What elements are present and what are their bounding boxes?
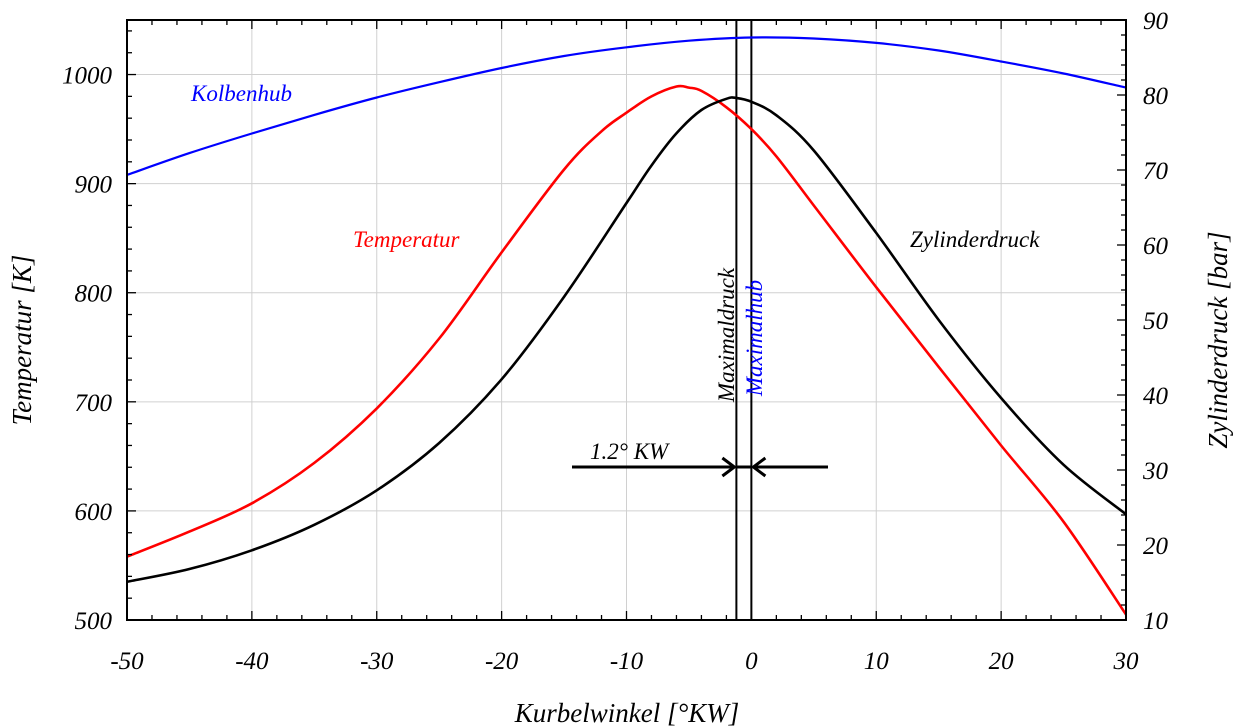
x-tick-label: -20 [485, 648, 519, 675]
x-axis-title: Kurbelwinkel [°KW] [514, 698, 740, 727]
y-right-tick-label: 90 [1143, 8, 1169, 35]
x-tick-label: 20 [989, 648, 1015, 675]
y-right-tick-label: 70 [1143, 158, 1169, 185]
y-axis-left-title: Temperatur [K] [7, 255, 37, 426]
x-tick-label: -30 [360, 648, 394, 675]
y-right-tick-label: 40 [1143, 383, 1169, 410]
y-left-tick-label: 800 [75, 281, 113, 308]
tick-marks [126, 19, 1127, 621]
y-right-tick-label: 80 [1143, 83, 1169, 110]
y-right-tick-label: 50 [1143, 308, 1169, 335]
y-left-tick-label: 600 [75, 499, 113, 526]
x-tick-label: -40 [235, 648, 269, 675]
temperatur-series-line [126, 84, 1128, 616]
curve-labels: Kolbenhub Temperatur Zylinderdruck Maximald… [190, 81, 1040, 464]
y-right-tick-label: 20 [1143, 533, 1169, 560]
data-series [126, 36, 1128, 616]
x-tick-label: 30 [1113, 648, 1140, 675]
maximalhub-label: Maximalhub [742, 280, 767, 397]
y-left-tick-label: 900 [75, 172, 113, 199]
y-left-tick-label: 700 [75, 390, 113, 417]
y-axis-right-title: Zylinderdruck [bar] [1203, 231, 1233, 448]
x-tick-label: 10 [864, 648, 890, 675]
kolbenhub-label: Kolbenhub [190, 81, 292, 106]
tick-labels: -50 -40 -30 -20 -10 0 10 20 30 500 600 700 800 900 100… [62, 8, 1169, 675]
zylinderdruck-label: Zylinderdruck [910, 227, 1040, 252]
maximaldruck-label: Maximaldruck [714, 267, 739, 403]
y-left-tick-label: 1000 [62, 63, 113, 90]
y-right-tick-label: 30 [1142, 458, 1169, 485]
dimension-arrow-left-head [721, 456, 737, 478]
dimension-arrow-right-head [750, 456, 767, 478]
x-tick-label: -10 [610, 648, 644, 675]
dimension-annotation: 1.2° KW [590, 439, 670, 464]
x-tick-label: 0 [745, 648, 758, 675]
x-tick-label: -50 [110, 648, 144, 675]
y-right-tick-label: 60 [1143, 233, 1169, 260]
y-right-tick-label: 10 [1143, 608, 1169, 635]
kolbenhub-series-line [126, 36, 1127, 176]
y-left-tick-label: 500 [75, 608, 113, 635]
temperatur-label: Temperatur [353, 227, 461, 252]
reference-lines [572, 20, 828, 620]
zylinderdruck-series-line [126, 96, 1127, 584]
